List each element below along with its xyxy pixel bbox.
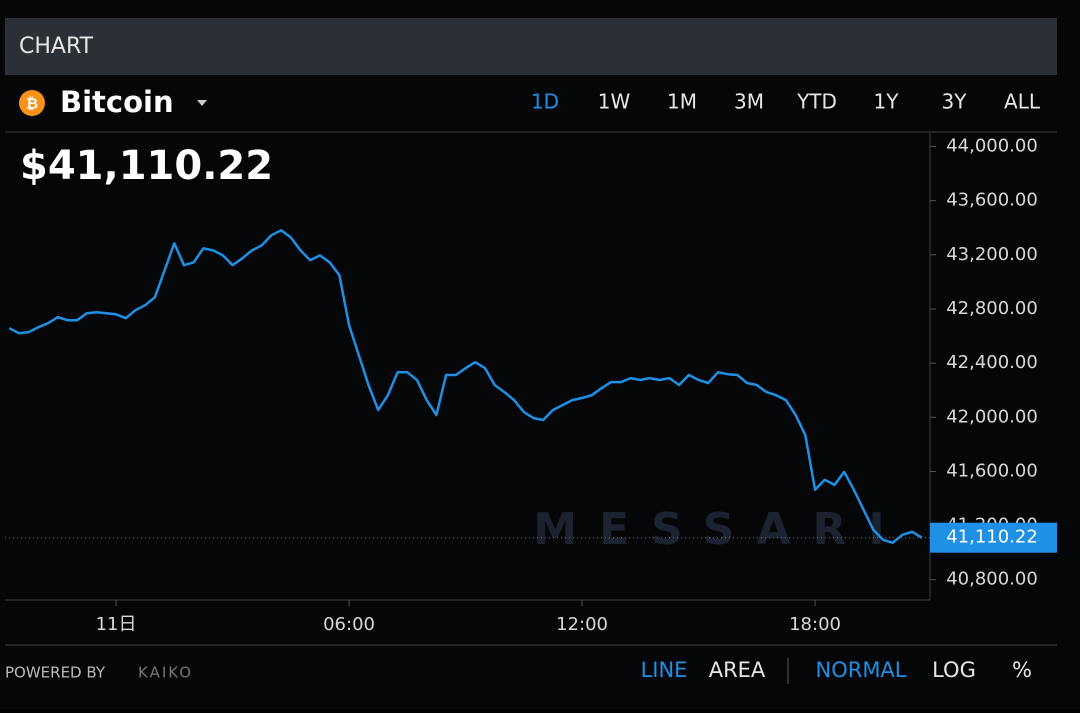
y-tick-label: 43,200.00 — [946, 244, 1038, 265]
header-bar — [5, 18, 1057, 75]
x-tick-label: 11日 — [96, 614, 137, 635]
provider: KAIKO — [138, 664, 193, 682]
y-tick-label: 41,600.00 — [946, 460, 1038, 481]
powered-by: POWERED BY — [5, 664, 106, 682]
y-tick-label: 43,600.00 — [946, 190, 1038, 211]
current-price-label: 41,110.22 — [946, 527, 1038, 548]
range-button[interactable]: 1Y — [874, 90, 900, 114]
y-tick-label: 42,000.00 — [946, 406, 1038, 427]
watermark: MESSARI — [533, 504, 907, 555]
y-tick-label: 44,000.00 — [946, 136, 1038, 157]
scale-toggle[interactable]: % — [1012, 658, 1032, 682]
y-tick-label: 42,400.00 — [946, 352, 1038, 373]
range-button[interactable]: ALL — [1004, 90, 1041, 114]
price-line — [8, 229, 923, 544]
scale-toggle[interactable]: LOG — [932, 658, 976, 682]
dropdown-arrow[interactable] — [197, 100, 207, 106]
scale-toggle[interactable]: NORMAL — [815, 658, 906, 682]
current-price-box — [930, 522, 1057, 553]
y-tick-label: 42,800.00 — [946, 298, 1038, 319]
range-button[interactable]: 3Y — [942, 90, 968, 114]
range-button[interactable]: 3M — [734, 90, 764, 114]
header-title: CHART — [19, 34, 94, 59]
range-button[interactable]: 1M — [667, 90, 697, 114]
coin-icon — [19, 90, 45, 116]
range-button[interactable]: 1D — [531, 90, 559, 114]
range-button[interactable]: 1W — [598, 90, 631, 114]
x-tick-label: 12:00 — [556, 614, 608, 635]
range-button[interactable]: YTD — [796, 90, 837, 114]
y-tick-label: 40,800.00 — [946, 569, 1038, 590]
x-tick-label: 06:00 — [323, 614, 375, 635]
coin-icon-glyph: ₿ — [26, 95, 38, 113]
style-toggle[interactable]: AREA — [709, 658, 766, 682]
style-toggle[interactable]: LINE — [641, 658, 688, 682]
x-tick-label: 18:00 — [789, 614, 841, 635]
asset-name[interactable]: Bitcoin — [60, 85, 174, 119]
asset-price: $41,110.22 — [20, 143, 273, 189]
